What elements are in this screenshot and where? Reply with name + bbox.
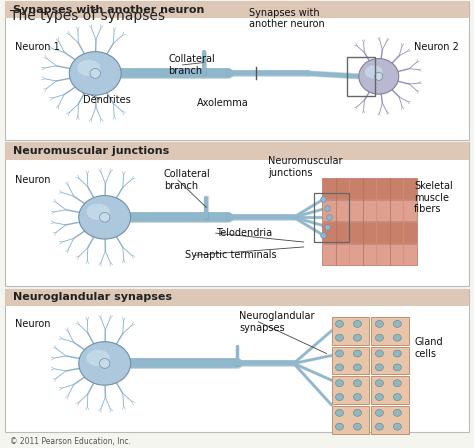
Bar bbox=[5, 289, 469, 306]
Text: Dendrites: Dendrites bbox=[83, 95, 131, 105]
Ellipse shape bbox=[354, 423, 362, 430]
Bar bbox=[5, 289, 469, 432]
Ellipse shape bbox=[100, 358, 110, 368]
Ellipse shape bbox=[393, 380, 401, 387]
Ellipse shape bbox=[354, 320, 362, 327]
Text: Neuromuscular
junctions: Neuromuscular junctions bbox=[268, 156, 342, 177]
Ellipse shape bbox=[69, 52, 121, 95]
Ellipse shape bbox=[336, 334, 344, 341]
Ellipse shape bbox=[375, 350, 383, 357]
Ellipse shape bbox=[354, 380, 362, 387]
Ellipse shape bbox=[375, 334, 383, 341]
Text: Collateral
branch: Collateral branch bbox=[164, 169, 210, 191]
Ellipse shape bbox=[393, 364, 401, 371]
Bar bbox=[331, 347, 369, 374]
Text: Neuroglandular
synapses: Neuroglandular synapses bbox=[239, 311, 315, 332]
Ellipse shape bbox=[354, 334, 362, 341]
Ellipse shape bbox=[375, 364, 383, 371]
Bar bbox=[5, 142, 469, 286]
Text: Synapses with
another neuron: Synapses with another neuron bbox=[249, 8, 325, 29]
Ellipse shape bbox=[336, 393, 344, 401]
Bar bbox=[331, 406, 369, 434]
Text: Skeletal
muscle
fibers: Skeletal muscle fibers bbox=[414, 181, 453, 214]
Ellipse shape bbox=[336, 364, 344, 371]
Ellipse shape bbox=[393, 409, 401, 416]
Ellipse shape bbox=[336, 409, 344, 416]
Text: Gland
cells: Gland cells bbox=[414, 337, 443, 359]
Ellipse shape bbox=[393, 393, 401, 401]
Ellipse shape bbox=[336, 423, 344, 430]
Ellipse shape bbox=[393, 423, 401, 430]
Ellipse shape bbox=[354, 393, 362, 401]
Bar bbox=[331, 376, 369, 404]
Ellipse shape bbox=[375, 380, 383, 387]
Bar bbox=[5, 142, 469, 160]
Ellipse shape bbox=[100, 212, 110, 222]
Bar bbox=[347, 56, 375, 96]
Ellipse shape bbox=[375, 423, 383, 430]
Bar bbox=[322, 200, 417, 221]
Text: Neuron 1: Neuron 1 bbox=[15, 42, 60, 52]
Bar bbox=[322, 222, 417, 243]
Bar bbox=[372, 317, 409, 345]
Ellipse shape bbox=[336, 350, 344, 357]
Ellipse shape bbox=[79, 342, 131, 385]
Ellipse shape bbox=[393, 334, 401, 341]
Ellipse shape bbox=[354, 350, 362, 357]
Text: The types of synapses: The types of synapses bbox=[10, 9, 165, 23]
Bar bbox=[331, 317, 369, 345]
Ellipse shape bbox=[354, 364, 362, 371]
Bar bbox=[322, 245, 417, 265]
Text: Neuron: Neuron bbox=[15, 319, 50, 329]
Text: Neuromuscular junctions: Neuromuscular junctions bbox=[12, 146, 169, 156]
Ellipse shape bbox=[393, 320, 401, 327]
Ellipse shape bbox=[87, 350, 110, 366]
Text: Neuroglandular synapses: Neuroglandular synapses bbox=[12, 293, 172, 302]
Ellipse shape bbox=[375, 393, 383, 401]
Bar bbox=[5, 1, 469, 140]
Ellipse shape bbox=[375, 409, 383, 416]
Ellipse shape bbox=[365, 65, 383, 78]
Ellipse shape bbox=[354, 409, 362, 416]
Ellipse shape bbox=[77, 60, 100, 76]
Ellipse shape bbox=[336, 320, 344, 327]
Ellipse shape bbox=[87, 204, 110, 220]
Text: Collateral
branch: Collateral branch bbox=[168, 54, 215, 76]
Bar bbox=[322, 178, 417, 198]
Ellipse shape bbox=[393, 350, 401, 357]
Text: Telodendria: Telodendria bbox=[216, 228, 272, 238]
Text: Neuron 2: Neuron 2 bbox=[414, 42, 459, 52]
Ellipse shape bbox=[375, 320, 383, 327]
Text: Synaptic terminals: Synaptic terminals bbox=[185, 250, 277, 260]
Text: Synapses with another neuron: Synapses with another neuron bbox=[12, 4, 204, 15]
Ellipse shape bbox=[336, 380, 344, 387]
Text: © 2011 Pearson Education, Inc.: © 2011 Pearson Education, Inc. bbox=[10, 437, 131, 446]
Bar bbox=[5, 1, 469, 18]
Ellipse shape bbox=[79, 196, 131, 239]
Bar bbox=[372, 347, 409, 374]
Text: Axolemma: Axolemma bbox=[197, 98, 248, 108]
Ellipse shape bbox=[359, 59, 399, 94]
Bar bbox=[314, 193, 349, 242]
Bar bbox=[372, 376, 409, 404]
Bar bbox=[372, 406, 409, 434]
Ellipse shape bbox=[375, 73, 383, 80]
Text: Neuron: Neuron bbox=[15, 175, 50, 185]
Ellipse shape bbox=[90, 69, 100, 78]
